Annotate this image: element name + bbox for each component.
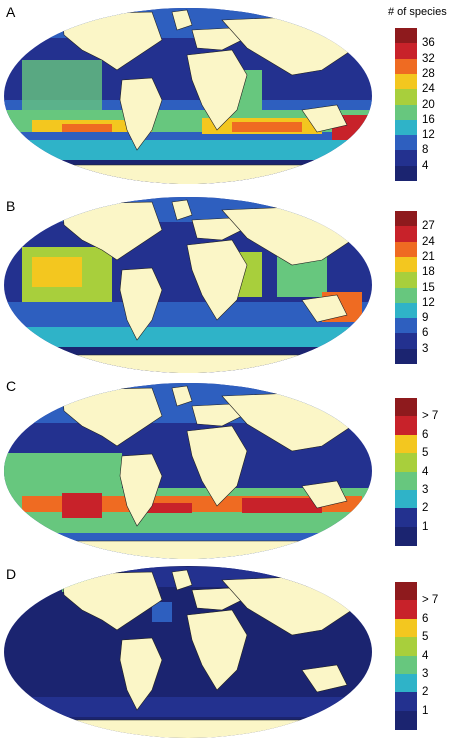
- legend-tick-label: 9: [422, 312, 429, 325]
- legend-swatch: [395, 398, 417, 417]
- legend-swatch: [395, 119, 417, 136]
- legend-swatch: [395, 618, 417, 638]
- legend-swatch: [395, 600, 417, 620]
- legend-tick-label: 4: [422, 465, 429, 478]
- legend-swatch: [395, 58, 417, 75]
- legend-tick-label: 15: [422, 281, 435, 294]
- species-map-a: [4, 8, 372, 184]
- legend-tick-label: 3: [422, 483, 429, 496]
- species-map-b: [4, 197, 372, 373]
- legend-swatch: [395, 318, 417, 334]
- panel-label: D: [6, 566, 17, 582]
- species-map-d: [4, 566, 372, 738]
- legend-swatch: [395, 302, 417, 319]
- legend-tick-label: 12: [422, 296, 435, 309]
- legend-b: 27 24 21 18 15 12 9 6 3: [395, 211, 435, 365]
- legend-tick-label: 4: [422, 159, 429, 172]
- legend-tick-label: > 7: [422, 594, 439, 607]
- legend-tick-label: > 7: [422, 410, 439, 423]
- legend-swatch: [395, 453, 417, 472]
- legend-swatch: [395, 526, 417, 546]
- legend-swatch: [395, 28, 417, 44]
- legend-swatch: [395, 241, 417, 258]
- panel-c: C > 7 6 5 4 3 2 1: [0, 378, 455, 564]
- legend-tick-label: 12: [422, 129, 435, 142]
- legend-tick-label: 6: [422, 612, 429, 625]
- legend-swatch: [395, 434, 417, 454]
- legend-tick-label: 4: [422, 649, 429, 662]
- legend-tick-label: 20: [422, 98, 435, 111]
- panel-label: A: [6, 4, 16, 20]
- legend-tick-label: 32: [422, 52, 435, 65]
- legend-tick-label: 18: [422, 266, 435, 279]
- legend-swatch: [395, 272, 417, 288]
- legend-swatch: [395, 333, 417, 350]
- legend-swatch: [395, 692, 417, 712]
- legend-c: > 7 6 5 4 3 2 1: [395, 398, 438, 546]
- legend-tick-label: 1: [422, 704, 429, 717]
- legend-swatch: [395, 43, 417, 60]
- legend-swatch: [395, 489, 417, 509]
- panel-label: B: [6, 198, 16, 214]
- legend-swatch: [395, 89, 417, 105]
- legend-tick-label: 28: [422, 67, 435, 80]
- panel-label: C: [6, 378, 17, 394]
- species-map-c: [4, 383, 372, 559]
- legend-tick-label: 27: [422, 220, 435, 233]
- legend-swatch: [395, 165, 417, 182]
- legend-swatch: [395, 673, 417, 693]
- legend-tick-label: 1: [422, 520, 429, 533]
- legend-tick-label: 5: [422, 447, 429, 460]
- legend-tick-label: 21: [422, 250, 435, 263]
- legend-swatch: [395, 104, 417, 121]
- legend-tick-label: 24: [422, 83, 435, 96]
- legend-a: 36 32 28 24 20 16 12 8 4: [395, 28, 435, 182]
- legend-swatch: [395, 582, 417, 601]
- legend-tick-label: 6: [422, 428, 429, 441]
- legend-tick-label: 36: [422, 37, 435, 50]
- legend-swatch: [395, 211, 417, 227]
- legend-tick-label: 2: [422, 502, 429, 515]
- legend-swatch: [395, 508, 417, 528]
- legend-swatch: [395, 226, 417, 243]
- legend-swatch: [395, 287, 417, 304]
- panel-d: D > 7 6 5 4 3 2 1: [0, 562, 455, 743]
- panel-b: B 27 24 21 18 15 12 9 6 3: [0, 192, 455, 378]
- legend-swatch: [395, 655, 417, 675]
- legend-d: > 7 6 5 4 3 2 1: [395, 582, 438, 730]
- legend-swatch: [395, 256, 417, 273]
- legend-tick-label: 2: [422, 686, 429, 699]
- legend-swatch: [395, 73, 417, 90]
- legend-tick-label: 16: [422, 113, 435, 126]
- legend-tick-label: 6: [422, 327, 429, 340]
- legend-swatch: [395, 348, 417, 365]
- legend-swatch: [395, 637, 417, 656]
- legend-tick-label: 5: [422, 631, 429, 644]
- legend-tick-label: 3: [422, 667, 429, 680]
- panel-a: A 36 32 28: [0, 0, 455, 186]
- legend-swatch: [395, 471, 417, 491]
- legend-tick-label: 8: [422, 144, 429, 157]
- legend-title: # of species: [388, 6, 447, 18]
- legend-swatch: [395, 416, 417, 436]
- legend-tick-label: 24: [422, 235, 435, 248]
- legend-tick-label: 3: [422, 342, 429, 355]
- legend-swatch: [395, 710, 417, 730]
- legend-swatch: [395, 135, 417, 151]
- legend-swatch: [395, 150, 417, 167]
